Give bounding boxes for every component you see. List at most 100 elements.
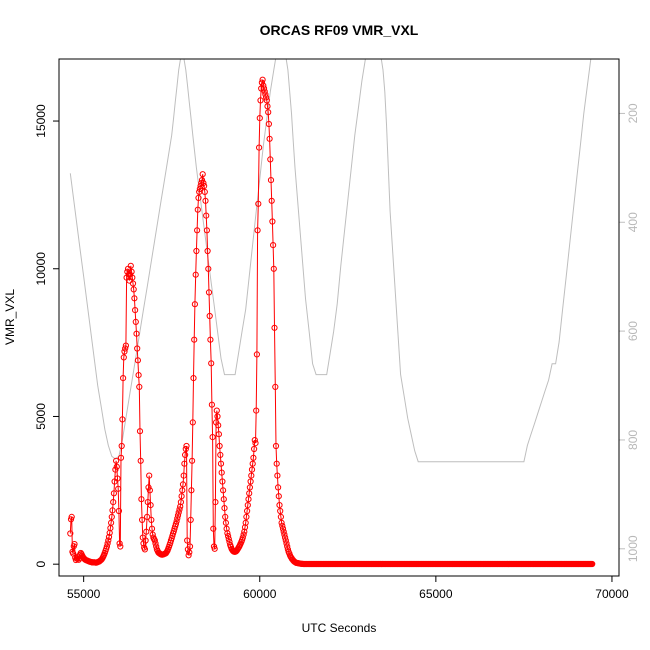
data-point — [218, 469, 225, 476]
data-point — [172, 520, 179, 528]
data-point — [139, 516, 146, 524]
data-point — [135, 372, 142, 379]
data-point — [225, 536, 232, 543]
data-point — [174, 512, 182, 519]
data-point — [267, 156, 274, 163]
data-point — [263, 97, 270, 104]
data-point — [224, 530, 231, 537]
data-point — [186, 549, 193, 556]
data-point — [189, 419, 196, 426]
data-point — [145, 484, 152, 491]
data-point — [129, 274, 136, 281]
data-point — [201, 182, 208, 190]
data-point — [251, 445, 258, 453]
y-tick-label: 15000 — [34, 104, 48, 138]
data-point — [152, 540, 159, 547]
data-point — [179, 481, 187, 488]
data-point — [143, 528, 150, 535]
data-point — [203, 212, 210, 219]
data-point — [148, 516, 155, 524]
data-point — [256, 144, 263, 151]
data-point — [241, 524, 249, 531]
y-axis-label: VMR_VXL — [3, 289, 17, 345]
data-point — [118, 442, 125, 450]
data-point — [127, 262, 134, 269]
data-point — [260, 85, 268, 92]
data-point — [176, 506, 183, 513]
vmr-series — [67, 76, 596, 568]
chart-title: ORCAS RF09 VMR_VXL — [260, 22, 419, 38]
data-point — [138, 496, 145, 503]
data-point — [179, 487, 186, 494]
data-point — [275, 493, 282, 500]
data-point — [132, 318, 139, 325]
data-point — [130, 286, 137, 293]
data-point — [194, 206, 201, 213]
data-point — [244, 502, 251, 509]
y-axis: 0 5000 10000 15000 — [34, 104, 60, 568]
data-point — [217, 460, 225, 467]
x-tick-label: 65000 — [419, 587, 453, 601]
data-point — [212, 499, 219, 506]
data-point — [190, 375, 197, 382]
y-tick-label: 0 — [34, 561, 48, 568]
data-point — [214, 413, 221, 420]
data-point — [208, 401, 215, 408]
data-point — [244, 507, 251, 515]
x-tick-label: 70000 — [595, 587, 629, 601]
data-point — [262, 91, 269, 98]
data-point — [136, 428, 144, 435]
data-point — [146, 487, 153, 494]
data-point — [204, 247, 211, 255]
data-point — [129, 280, 137, 287]
data-point — [258, 79, 265, 86]
data-point — [248, 472, 255, 479]
data-point — [191, 301, 198, 308]
data-point — [250, 454, 257, 461]
data-point — [265, 109, 272, 116]
data-point — [208, 360, 215, 367]
data-point — [182, 451, 189, 458]
data-point — [202, 197, 209, 204]
data-point — [177, 503, 184, 510]
data-point — [187, 516, 194, 524]
data-point — [137, 457, 144, 464]
data-point — [194, 227, 201, 234]
data-point — [133, 330, 140, 337]
data-point — [259, 76, 266, 83]
data-point — [117, 454, 125, 461]
data-point — [261, 88, 268, 95]
data-point — [276, 502, 283, 509]
data-point — [128, 268, 135, 275]
data-point — [272, 442, 280, 450]
data-point — [253, 407, 260, 414]
data-point — [260, 82, 267, 89]
data-point — [119, 416, 126, 423]
data-point — [114, 475, 121, 482]
data-point — [146, 472, 153, 479]
data-point — [245, 496, 252, 503]
data-point — [220, 496, 227, 503]
data-point — [282, 534, 289, 541]
data-point — [217, 451, 224, 458]
data-point — [251, 437, 258, 444]
data-point — [249, 460, 256, 467]
data-point — [222, 513, 229, 521]
data-point — [195, 194, 202, 201]
data-point — [151, 537, 158, 544]
data-point — [142, 537, 149, 544]
data-point — [110, 490, 118, 497]
data-point — [203, 227, 210, 234]
data-point — [207, 336, 214, 343]
data-point — [136, 383, 143, 390]
data-point — [240, 531, 247, 538]
data-point — [206, 312, 213, 320]
data-point — [256, 115, 263, 122]
data-point — [220, 487, 227, 494]
secondary-tick-label: 800 — [626, 430, 640, 450]
data-point — [113, 457, 120, 464]
data-point — [105, 533, 113, 541]
data-point — [103, 543, 111, 550]
data-point — [213, 407, 220, 414]
